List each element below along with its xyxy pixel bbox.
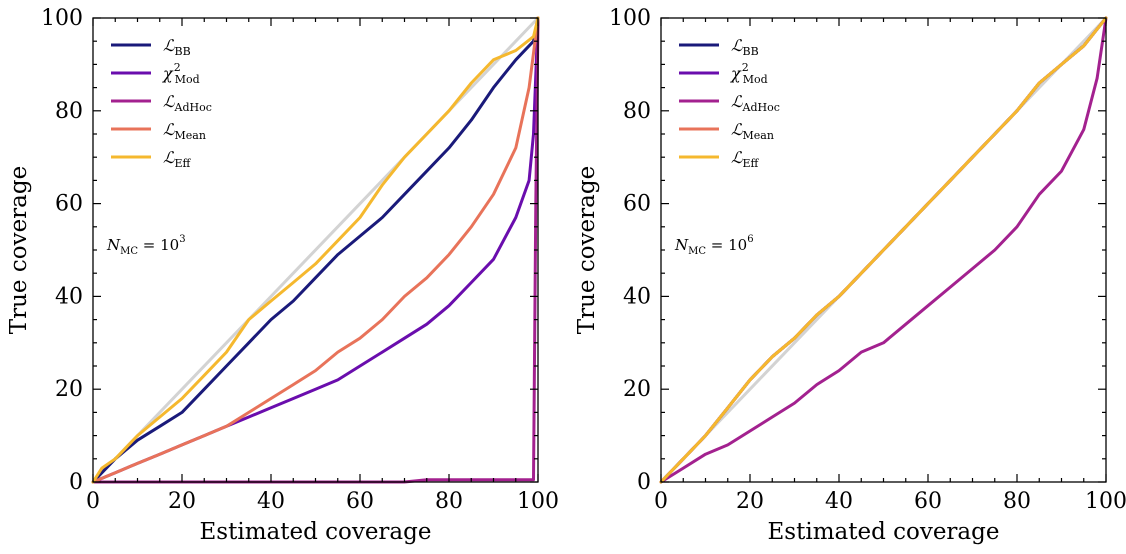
y-tick-label: 60 (55, 192, 83, 217)
series-line-eff (91, 16, 540, 484)
x-axis-title: Estimated coverage (200, 519, 432, 545)
y-tick-label: 100 (609, 6, 651, 31)
y-tick-label: 80 (55, 99, 83, 124)
y-axis-title: True coverage (574, 166, 600, 334)
y-tick-label: 40 (55, 284, 83, 309)
legend-label-adhoc: ℒAdHoc (731, 92, 780, 114)
legend-label-mean: ℒMean (731, 120, 774, 142)
legend-label-adhoc: ℒAdHoc (163, 92, 212, 114)
x-tick-label: 60 (346, 489, 374, 514)
x-tick-label: 0 (654, 489, 668, 514)
series-line-bb (91, 16, 540, 484)
y-axis-title: True coverage (6, 166, 32, 334)
x-tick-label: 100 (517, 489, 559, 514)
series-line-mean (91, 16, 540, 484)
y-tick-label: 0 (637, 470, 651, 495)
n-mc-annotation: NMC = 103 (106, 234, 186, 257)
y-tick-label: 20 (623, 377, 651, 402)
legend-label-bb: ℒBB (163, 36, 191, 58)
legend-label-mod: χ2 Mod (730, 61, 768, 86)
x-tick-label: 40 (257, 489, 285, 514)
x-tick-label: 40 (825, 489, 853, 514)
legend-label-mod: χ2 Mod (162, 61, 200, 86)
legend-label-bb: ℒBB (731, 36, 759, 58)
y-tick-label: 0 (69, 470, 83, 495)
x-tick-label: 20 (736, 489, 764, 514)
x-tick-label: 0 (86, 489, 100, 514)
y-tick-label: 20 (55, 377, 83, 402)
legend-label-eff: ℒEff (731, 148, 760, 170)
x-axis-title: Estimated coverage (768, 519, 1000, 545)
x-tick-label: 60 (914, 489, 942, 514)
x-tick-label: 100 (1085, 489, 1126, 514)
x-tick-label: 80 (1003, 489, 1031, 514)
x-tick-label: 80 (435, 489, 463, 514)
legend-label-mean: ℒMean (163, 120, 206, 142)
n-mc-annotation: NMC = 106 (674, 234, 754, 257)
legend-label-eff: ℒEff (163, 148, 192, 170)
y-tick-label: 60 (623, 192, 651, 217)
y-tick-label: 80 (623, 99, 651, 124)
x-tick-label: 20 (168, 489, 196, 514)
series-line-adhoc (659, 16, 1108, 484)
reference-diagonal (91, 16, 540, 484)
y-tick-label: 40 (623, 284, 651, 309)
left-panel: 0 20 40 60 80 100 0 20 40 60 80 100 Estimated covera… (6, 6, 559, 545)
series-line-eff (659, 16, 1108, 484)
y-tick-label: 100 (41, 6, 83, 31)
right-panel: 0 20 40 60 80 100 0 20 40 60 80 100 Estimated covera… (574, 6, 1126, 545)
